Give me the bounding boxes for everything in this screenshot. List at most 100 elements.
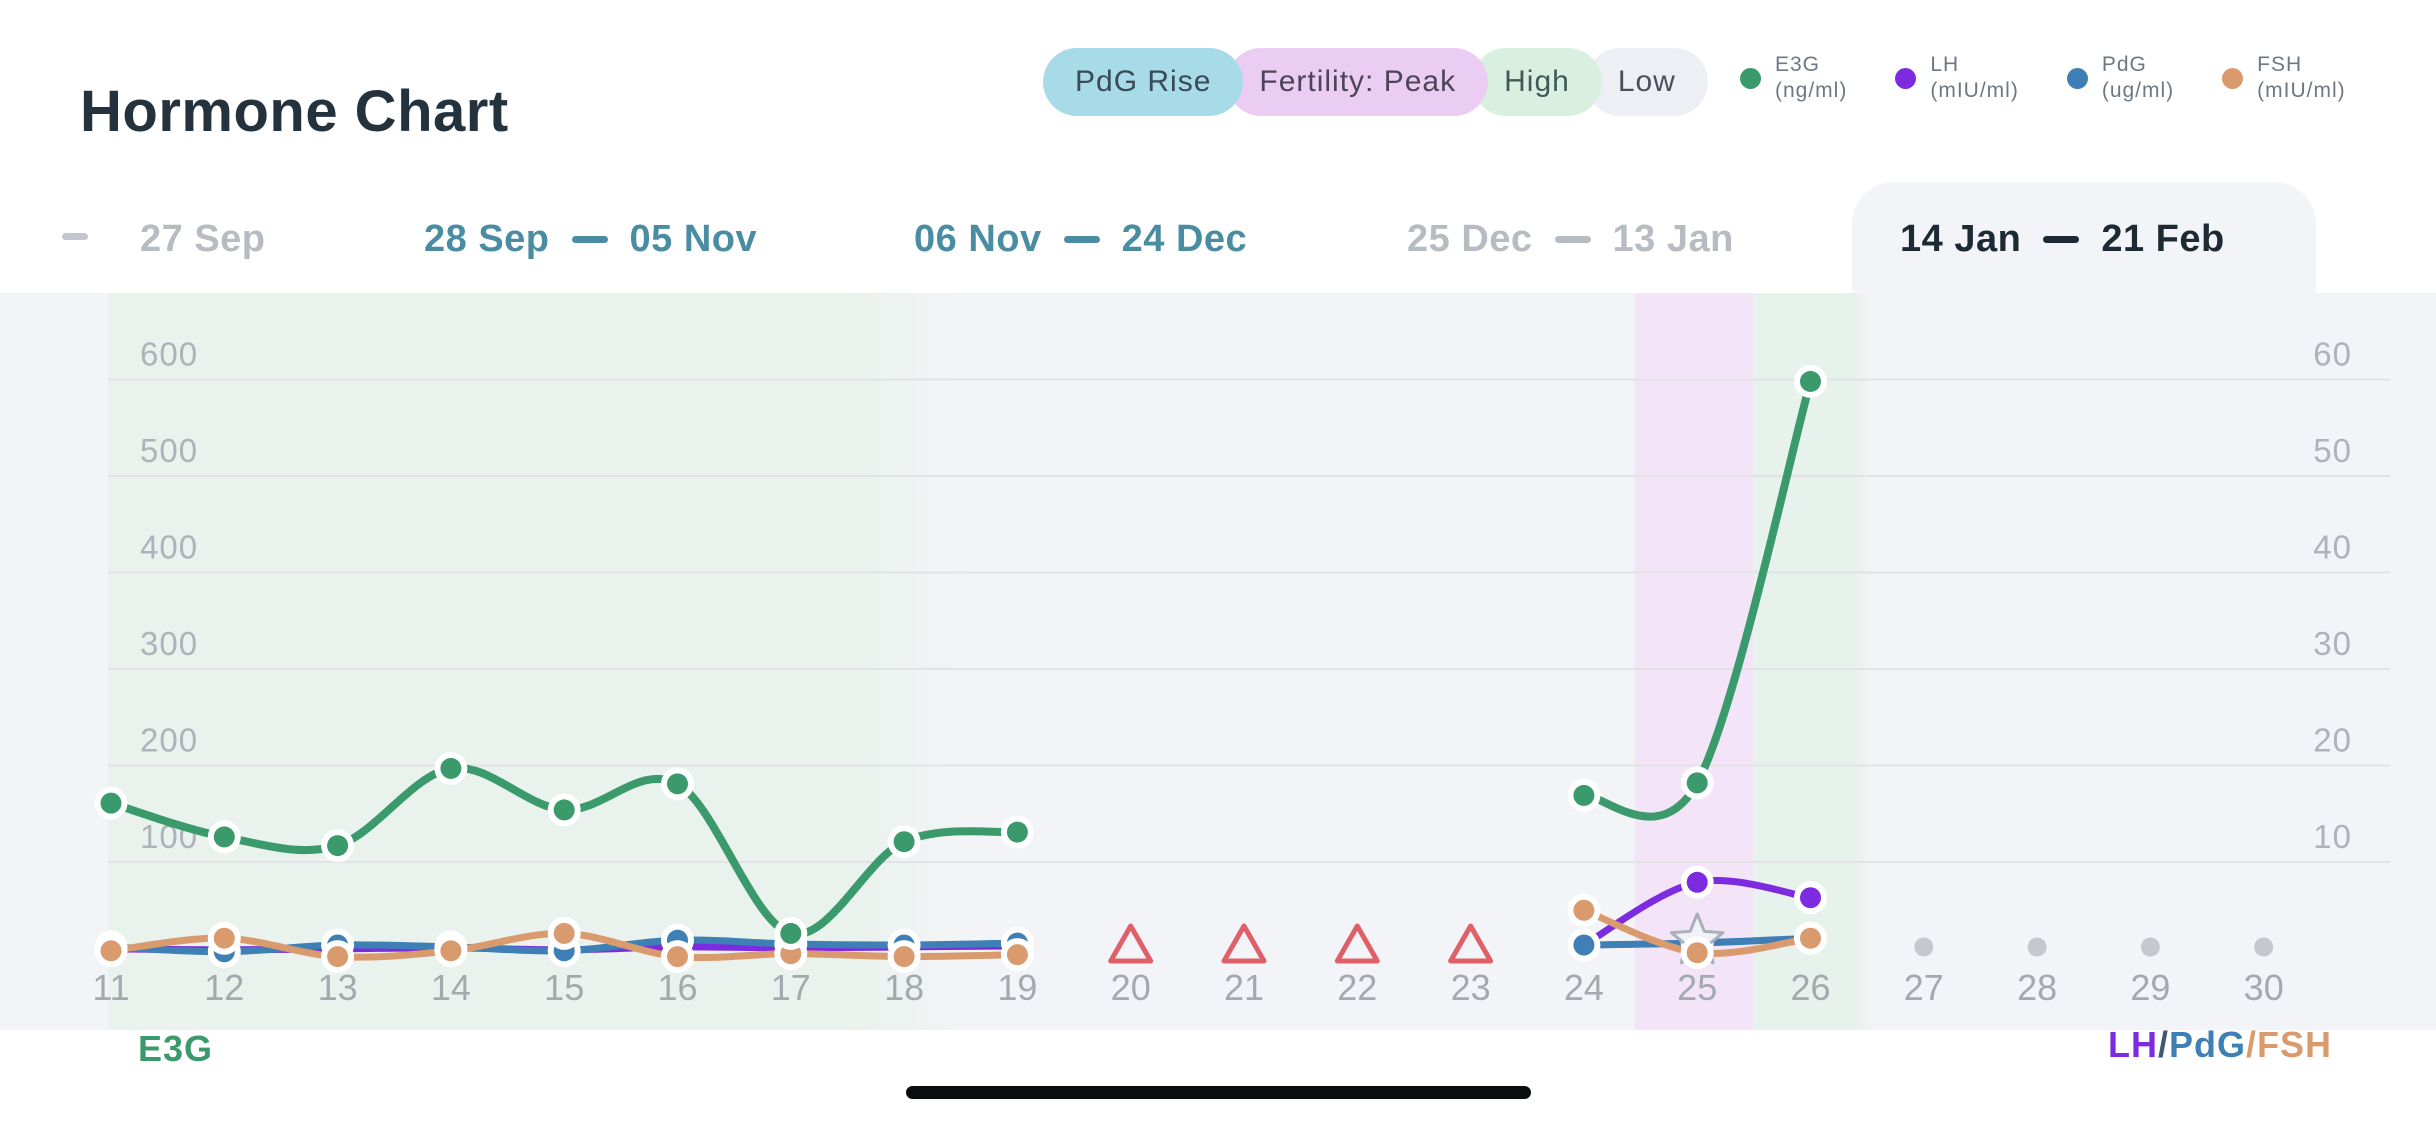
right-tick-20: 20: [2313, 722, 2352, 759]
left-tick-500: 500: [140, 432, 198, 469]
range-dash-icon: [2043, 235, 2080, 243]
tab-14-jan[interactable]: 14 Jan 21 Feb: [1900, 217, 2225, 260]
lh-point-day-26[interactable]: [1800, 887, 1821, 909]
fertility-band-high: [1753, 293, 1873, 1030]
legend-item-fsh: FSH (mIU/ml): [2222, 52, 2345, 104]
e3g-point-day-14[interactable]: [440, 757, 462, 779]
legend-item-lh: LH (mIU/ml): [1895, 52, 2018, 104]
page-title: Hormone Chart: [80, 79, 509, 144]
legend-label: LH (mIU/ml): [1930, 53, 2019, 102]
no-data-dot-day-30: [2254, 937, 2274, 957]
fsh-dot-icon: [2222, 67, 2244, 89]
range-dash-icon: [571, 235, 608, 243]
pdg-dot-icon: [2066, 67, 2088, 89]
left-tick-400: 400: [140, 529, 198, 566]
fsh-point-day-14[interactable]: [440, 940, 462, 962]
fsh-point-day-13[interactable]: [327, 946, 349, 968]
lh-dot-icon: [1895, 67, 1917, 89]
legend-item-e3g: E3G (ng/ml): [1740, 52, 1847, 104]
pdg-point-day-24[interactable]: [1573, 934, 1595, 956]
tab-25-dec[interactable]: 25 Dec 13 Jan: [1407, 217, 1734, 260]
fsh-point-day-18[interactable]: [893, 946, 915, 968]
fertility-band-high: [108, 293, 973, 1030]
day-label-29: 29: [2130, 967, 2170, 1008]
day-label-30: 30: [2244, 967, 2284, 1008]
pill-pdg-rise[interactable]: PdG Rise: [1043, 48, 1244, 116]
right-axis-title-part: PdG: [2168, 1024, 2246, 1065]
legend-label: FSH (mIU/ml): [2257, 53, 2346, 102]
no-data-dot-day-28: [2027, 937, 2047, 957]
fsh-point-day-19[interactable]: [1006, 944, 1028, 966]
no-data-dot-day-27: [1914, 937, 1934, 957]
right-tick-50: 50: [2313, 432, 2352, 469]
e3g-point-day-25[interactable]: [1686, 772, 1708, 794]
fsh-point-day-11[interactable]: [100, 940, 122, 962]
tab-06-nov[interactable]: 06 Nov 24 Dec: [914, 217, 1248, 260]
day-label-22: 22: [1337, 967, 1377, 1008]
legend-label: E3G (ng/ml): [1775, 53, 1848, 102]
day-label-18: 18: [884, 967, 924, 1008]
tab-28-sep[interactable]: 28 Sep 05 Nov: [424, 217, 758, 260]
day-label-11: 11: [92, 967, 129, 1008]
pill-fertility-peak[interactable]: Fertility: Peak: [1227, 48, 1489, 116]
chart-legend: E3G (ng/ml) LH (mIU/ml) PdG (ug/ml) FSH (mIU/ml…: [1740, 52, 2346, 104]
e3g-dot-icon: [1740, 67, 1761, 89]
e3g-point-day-13[interactable]: [327, 835, 349, 857]
e3g-point-day-15[interactable]: [553, 799, 575, 821]
fsh-point-day-26[interactable]: [1800, 927, 1821, 949]
e3g-point-day-26[interactable]: [1800, 370, 1821, 392]
left-tick-600: 600: [140, 336, 198, 373]
e3g-point-day-24[interactable]: [1573, 784, 1595, 806]
right-axis-title: LH/PdG/FSH: [2108, 1024, 2332, 1066]
e3g-point-day-16[interactable]: [667, 773, 688, 795]
legend-item-pdg: PdG (ug/ml): [2066, 52, 2174, 104]
day-label-21: 21: [1224, 967, 1264, 1008]
right-axis-title-part: LH: [2107, 1024, 2158, 1065]
right-axis-title-part: /: [2157, 1024, 2169, 1065]
day-label-13: 13: [318, 967, 358, 1008]
previous-range-fragment: [62, 233, 88, 240]
e3g-point-day-12[interactable]: [213, 826, 235, 848]
e3g-point-day-17[interactable]: [780, 922, 802, 944]
home-indicator[interactable]: [906, 1086, 1531, 1099]
fsh-point-day-16[interactable]: [667, 946, 688, 968]
day-label-12: 12: [204, 967, 244, 1008]
no-data-dot-day-29: [2140, 937, 2160, 957]
missed-test-triangle-day-23[interactable]: [1448, 923, 1494, 964]
e3g-point-day-11[interactable]: [100, 792, 122, 814]
missed-test-triangle-day-20[interactable]: [1108, 923, 1154, 964]
fsh-point-day-15[interactable]: [553, 922, 575, 944]
day-label-20: 20: [1111, 967, 1151, 1008]
day-label-23: 23: [1451, 967, 1491, 1008]
day-label-25: 25: [1677, 967, 1717, 1008]
e3g-point-day-18[interactable]: [893, 831, 915, 853]
fertility-band-peak: [1634, 293, 1754, 1030]
right-axis-title-part: /: [2245, 1024, 2257, 1065]
fsh-point-day-24[interactable]: [1573, 899, 1595, 921]
right-axis-title-part: FSH: [2257, 1024, 2332, 1065]
tab-27-sep[interactable]: 27 Sep: [140, 217, 266, 260]
e3g-point-day-19[interactable]: [1006, 821, 1028, 843]
day-label-19: 19: [997, 967, 1037, 1008]
lh-point-day-25[interactable]: [1686, 871, 1708, 893]
fsh-point-day-25[interactable]: [1686, 942, 1708, 964]
e3g-line-segment-1: [1579, 377, 1815, 821]
active-tab-background: [1852, 182, 2316, 293]
missed-test-triangle-day-21[interactable]: [1221, 923, 1267, 964]
day-label-27: 27: [1904, 967, 1944, 1008]
date-range-tabs: 27 Sep 28 Sep 05 Nov 06 Nov 24 Dec 25 Dec 13 J…: [0, 185, 2436, 293]
fsh-point-day-12[interactable]: [213, 927, 235, 949]
range-dash-icon: [1063, 235, 1100, 243]
pill-low[interactable]: Low: [1585, 48, 1708, 116]
right-tick-40: 40: [2313, 529, 2352, 566]
right-tick-10: 10: [2313, 818, 2352, 855]
day-label-28: 28: [2017, 967, 2057, 1008]
range-dash-icon: [1554, 235, 1591, 243]
left-tick-200: 200: [140, 722, 198, 759]
missed-test-triangle-day-22[interactable]: [1334, 923, 1380, 964]
left-tick-300: 300: [140, 625, 198, 662]
pill-high[interactable]: High: [1472, 48, 1602, 116]
day-label-14: 14: [431, 967, 471, 1008]
